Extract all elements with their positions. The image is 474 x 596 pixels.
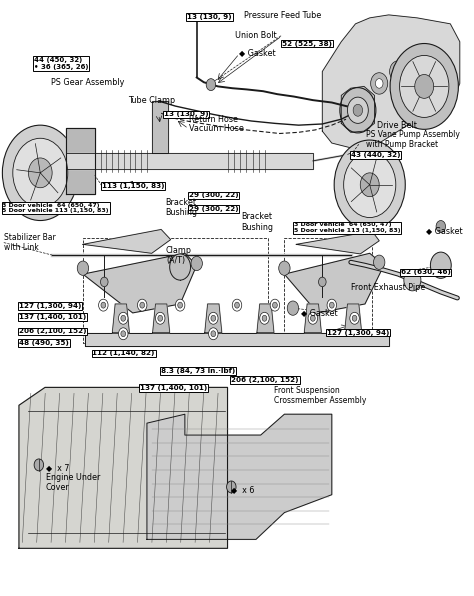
- Polygon shape: [153, 304, 170, 333]
- Text: 127 (1,300, 94): 127 (1,300, 94): [19, 303, 82, 309]
- Text: 206 (2,100, 152): 206 (2,100, 152): [231, 377, 299, 383]
- Circle shape: [211, 315, 216, 321]
- Text: Bracket: Bracket: [165, 198, 196, 207]
- Polygon shape: [345, 304, 362, 333]
- Text: Drive Belt: Drive Belt: [377, 120, 417, 130]
- Circle shape: [371, 73, 388, 94]
- Text: 13 (130, 9): 13 (130, 9): [187, 14, 232, 20]
- Polygon shape: [322, 15, 460, 149]
- Circle shape: [232, 299, 242, 311]
- Text: Clamp
(A/T): Clamp (A/T): [166, 246, 192, 265]
- Polygon shape: [304, 304, 321, 333]
- Text: 43 (440, 32): 43 (440, 32): [351, 152, 400, 158]
- Circle shape: [327, 299, 337, 311]
- Text: Pressure Feed Tube: Pressure Feed Tube: [244, 11, 321, 20]
- Circle shape: [101, 302, 106, 308]
- Circle shape: [211, 331, 216, 337]
- Circle shape: [270, 299, 280, 311]
- Polygon shape: [152, 101, 168, 153]
- Circle shape: [353, 104, 363, 116]
- Text: Front Exhaust Pipe: Front Exhaust Pipe: [351, 283, 425, 292]
- Circle shape: [279, 261, 290, 275]
- Text: Return Hose: Return Hose: [189, 114, 237, 124]
- Circle shape: [77, 261, 89, 275]
- Circle shape: [360, 173, 379, 197]
- Text: PS Gear Assembly: PS Gear Assembly: [51, 77, 125, 87]
- Text: Bushing: Bushing: [242, 222, 274, 232]
- Circle shape: [121, 315, 126, 321]
- Text: Engine Under
Cover: Engine Under Cover: [46, 473, 100, 492]
- Circle shape: [34, 459, 44, 471]
- Circle shape: [121, 331, 126, 337]
- Text: 206 (2,100, 152): 206 (2,100, 152): [19, 328, 86, 334]
- Circle shape: [137, 299, 147, 311]
- Circle shape: [390, 61, 407, 82]
- Circle shape: [308, 312, 318, 324]
- Text: 8.3 (84, 73 in.·lbf): 8.3 (84, 73 in.·lbf): [161, 368, 236, 374]
- Polygon shape: [19, 387, 228, 548]
- Circle shape: [158, 315, 163, 321]
- Circle shape: [227, 481, 236, 493]
- Circle shape: [178, 302, 182, 308]
- Text: Union Bolt: Union Bolt: [235, 31, 276, 41]
- Circle shape: [350, 312, 359, 324]
- Polygon shape: [147, 414, 332, 539]
- Polygon shape: [257, 304, 274, 333]
- Polygon shape: [83, 253, 197, 313]
- Text: 62 (630, 46): 62 (630, 46): [401, 269, 450, 275]
- Circle shape: [344, 152, 396, 218]
- Text: 29 (300, 22): 29 (300, 22): [189, 206, 238, 212]
- Text: ◆ Gasket: ◆ Gasket: [239, 48, 276, 57]
- Circle shape: [100, 277, 108, 287]
- Text: ◆  x 6: ◆ x 6: [231, 485, 255, 495]
- Circle shape: [2, 125, 78, 221]
- Polygon shape: [296, 231, 379, 254]
- Circle shape: [319, 277, 326, 287]
- Circle shape: [340, 88, 376, 133]
- Polygon shape: [341, 86, 374, 132]
- Circle shape: [191, 256, 202, 271]
- Circle shape: [375, 79, 383, 88]
- Text: 137 (1,400, 101): 137 (1,400, 101): [19, 314, 86, 320]
- Text: 29 (300, 22): 29 (300, 22): [189, 193, 238, 198]
- Circle shape: [329, 302, 334, 308]
- Circle shape: [374, 255, 385, 269]
- Polygon shape: [83, 229, 171, 253]
- Polygon shape: [66, 153, 313, 169]
- Text: Vacuum Hose: Vacuum Hose: [189, 124, 244, 134]
- Text: ◆  x 7: ◆ x 7: [46, 463, 69, 473]
- Circle shape: [310, 315, 315, 321]
- Polygon shape: [66, 128, 95, 194]
- Circle shape: [260, 312, 269, 324]
- Circle shape: [235, 302, 239, 308]
- Text: 137 (1,400, 101): 137 (1,400, 101): [140, 385, 207, 391]
- Text: Front Suspension
Crossmember Assembly: Front Suspension Crossmember Assembly: [274, 386, 366, 405]
- Text: 13 (130, 9): 13 (130, 9): [164, 111, 208, 117]
- Polygon shape: [85, 333, 389, 346]
- Text: 112 (1,140, 82): 112 (1,140, 82): [92, 350, 155, 356]
- Circle shape: [413, 79, 421, 88]
- Circle shape: [206, 79, 216, 91]
- Circle shape: [118, 328, 128, 340]
- Bar: [83, 238, 268, 343]
- Circle shape: [430, 252, 451, 278]
- Bar: [284, 238, 372, 343]
- Circle shape: [436, 221, 446, 232]
- Text: Tube Clamp: Tube Clamp: [128, 95, 175, 105]
- Circle shape: [390, 44, 458, 129]
- Circle shape: [409, 73, 426, 94]
- Circle shape: [262, 315, 267, 321]
- Circle shape: [394, 67, 402, 76]
- Circle shape: [13, 138, 68, 207]
- Text: 3 Door vehicle  64 (650, 47)
5 Door vehicle 113 (1,150, 83): 3 Door vehicle 64 (650, 47) 5 Door vehic…: [294, 222, 401, 233]
- Circle shape: [209, 328, 218, 340]
- Text: 127 (1,300, 94): 127 (1,300, 94): [327, 330, 390, 336]
- Circle shape: [334, 140, 405, 229]
- Circle shape: [209, 312, 218, 324]
- Text: 3 Door vehicle  64 (650, 47)
5 Door vehicle 113 (1,150, 83): 3 Door vehicle 64 (650, 47) 5 Door vehic…: [2, 203, 109, 213]
- Circle shape: [400, 55, 449, 117]
- Circle shape: [352, 315, 357, 321]
- Text: PS Vane Pump Assembly
with Pump Bracket: PS Vane Pump Assembly with Pump Bracket: [366, 130, 460, 149]
- Circle shape: [175, 299, 185, 311]
- Text: Bushing: Bushing: [165, 208, 197, 218]
